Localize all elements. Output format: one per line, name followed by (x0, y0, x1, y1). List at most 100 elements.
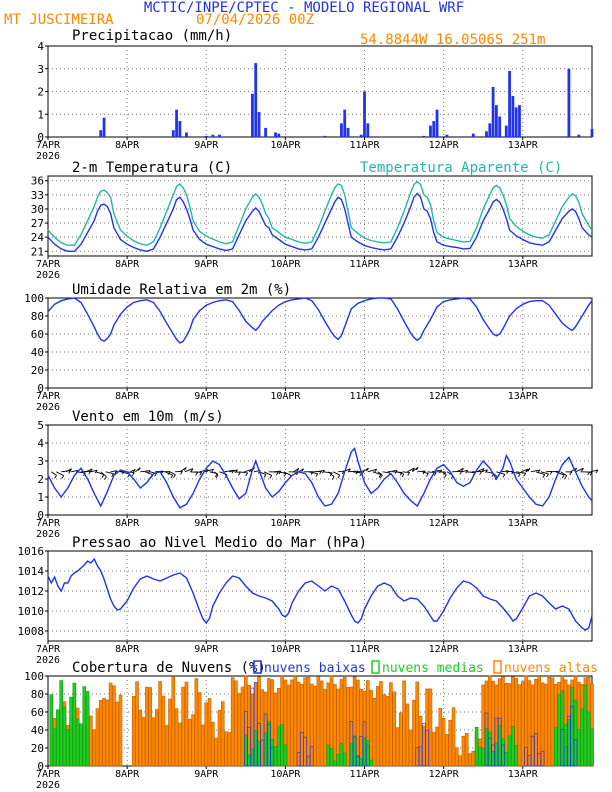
cloud-bar-nuvens-altas (323, 689, 327, 767)
cloud-bar-nuvens-altas (168, 698, 172, 767)
wind-barb (105, 471, 114, 475)
cloud-bar-nuvens-altas (230, 677, 235, 767)
x-tick-label: 7APR (36, 259, 61, 270)
cloud-bar-nuvens-altas (431, 731, 436, 767)
wind-barb-head (479, 471, 482, 475)
panel-title: Cobertura de Nuvens (%) (72, 660, 266, 676)
cloud-bar-nuvens-altas (418, 716, 423, 767)
panel-4: 7APR 8APR 9APR 10APR 11APR 12APR 13APR 2026 0 1 2 3… (36, 409, 599, 540)
cloud-bar-nuvens-baixas (570, 706, 575, 767)
cloud-bar-nuvens-medias (253, 730, 258, 767)
cloud-bar-nuvens-medias (570, 686, 575, 767)
cloud-bar-nuvens-baixas (253, 682, 258, 767)
wind-barb (318, 469, 325, 473)
y-tick-label: 0 (37, 760, 44, 773)
precip-bar (346, 127, 350, 137)
precip-bar (432, 121, 436, 137)
precip-bar (274, 132, 277, 137)
cloud-bar-nuvens-medias (586, 711, 591, 767)
y-tick-label: 3 (37, 63, 44, 76)
cloud-bar-nuvens-baixas (418, 746, 423, 767)
cloud-bar-nuvens-altas (445, 734, 449, 767)
series-line-pressao (47, 557, 593, 631)
wind-barb (407, 467, 415, 473)
cloud-bar-nuvens-altas (455, 747, 459, 767)
wind-barb-head (523, 472, 527, 477)
cloud-bar-nuvens-altas (385, 695, 390, 767)
series-line-temperatura-aparente (47, 180, 593, 246)
cloud-bar-nuvens-medias (65, 729, 70, 767)
cloud-bar-nuvens-medias (336, 753, 340, 767)
wind-barb (263, 471, 272, 476)
cloud-bar-nuvens-altas (135, 681, 139, 767)
wind-barb (90, 469, 98, 473)
cloud-bar-nuvens-medias (501, 738, 505, 767)
cloud-bar-nuvens-medias (362, 737, 367, 767)
cloud-bar-nuvens-medias (478, 746, 482, 767)
x-tick-label: 13APR (508, 140, 539, 151)
wind-barb (164, 471, 173, 476)
cloud-bar-nuvens-medias (511, 726, 515, 767)
cloud-bar-nuvens-baixas (530, 735, 535, 767)
cloud-bar-nuvens-baixas (425, 730, 429, 767)
cloud-bar-nuvens-altas (425, 688, 429, 767)
wind-barb (204, 468, 214, 473)
x-tick-label: 13APR (508, 518, 539, 529)
precip-bar (567, 68, 571, 137)
wind-barb-head (461, 467, 464, 472)
y-tick-label: 40 (31, 346, 44, 359)
cloud-bar-nuvens-medias (557, 694, 561, 767)
cloud-bar-nuvens-altas (217, 709, 222, 767)
cloud-bar-nuvens-medias (72, 682, 77, 767)
precip-bar (340, 123, 343, 137)
wind-barb-head (481, 468, 485, 472)
cloud-bar-nuvens-altas (346, 687, 350, 767)
cloud-bar-nuvens-altas (534, 678, 538, 767)
cloud-bar-nuvens-altas (178, 722, 182, 767)
cloud-bar-nuvens-altas (544, 683, 548, 767)
cloud-bar-nuvens-medias (359, 757, 363, 767)
x-tick-label: 9APR (194, 769, 219, 780)
wind-barb (179, 467, 187, 473)
cloud-bar-nuvens-medias (553, 727, 558, 767)
cloud-bar-nuvens-altas (95, 708, 100, 767)
wind-barb (95, 471, 105, 476)
wind-barb-head (269, 475, 273, 479)
x-tick-label: 7APR (36, 391, 61, 402)
x-tick-label: 8APR (115, 518, 140, 529)
precip-bar (504, 125, 508, 137)
precip-bar (485, 131, 488, 137)
cloud-bar-nuvens-altas (537, 676, 542, 767)
cloud-bar-nuvens-medias (79, 723, 83, 767)
wind-barb (441, 471, 447, 475)
x-tick-label: 11APR (349, 259, 380, 270)
precip-bar (498, 116, 502, 137)
wind-barb (199, 469, 209, 473)
cloud-bar-nuvens-medias (82, 686, 87, 767)
wind-barb (422, 471, 429, 474)
precip-bar (508, 71, 511, 137)
wind-barb (402, 471, 410, 473)
x-tick-label: 9APR (194, 259, 219, 270)
cloud-bar-nuvens-altas (184, 681, 189, 767)
cloud-bar-nuvens-baixas (422, 723, 426, 767)
precip-bar (577, 134, 581, 137)
cloud-bar-nuvens-altas (102, 698, 106, 767)
y-tick-label: 100 (24, 292, 44, 305)
cloud-bar-nuvens-medias (247, 754, 251, 767)
wind-barb (476, 468, 485, 473)
wind-barb-head (319, 470, 322, 475)
precip-bar (471, 133, 475, 137)
cloud-bar-nuvens-medias (56, 709, 60, 767)
cloud-bar-nuvens-medias (560, 690, 565, 767)
wind-barb-head (589, 472, 593, 476)
cloud-bar-nuvens-medias (488, 731, 492, 767)
cloud-bar-nuvens-medias (277, 726, 281, 767)
y-tick-label: 30 (31, 203, 44, 216)
wind-barb (338, 470, 345, 473)
cloud-bar-nuvens-altas (89, 715, 93, 767)
y-tick-label: 1014 (18, 565, 45, 578)
wind-barb (555, 471, 565, 476)
cloud-bar-nuvens-altas (293, 675, 298, 767)
precip-bar (323, 135, 327, 137)
